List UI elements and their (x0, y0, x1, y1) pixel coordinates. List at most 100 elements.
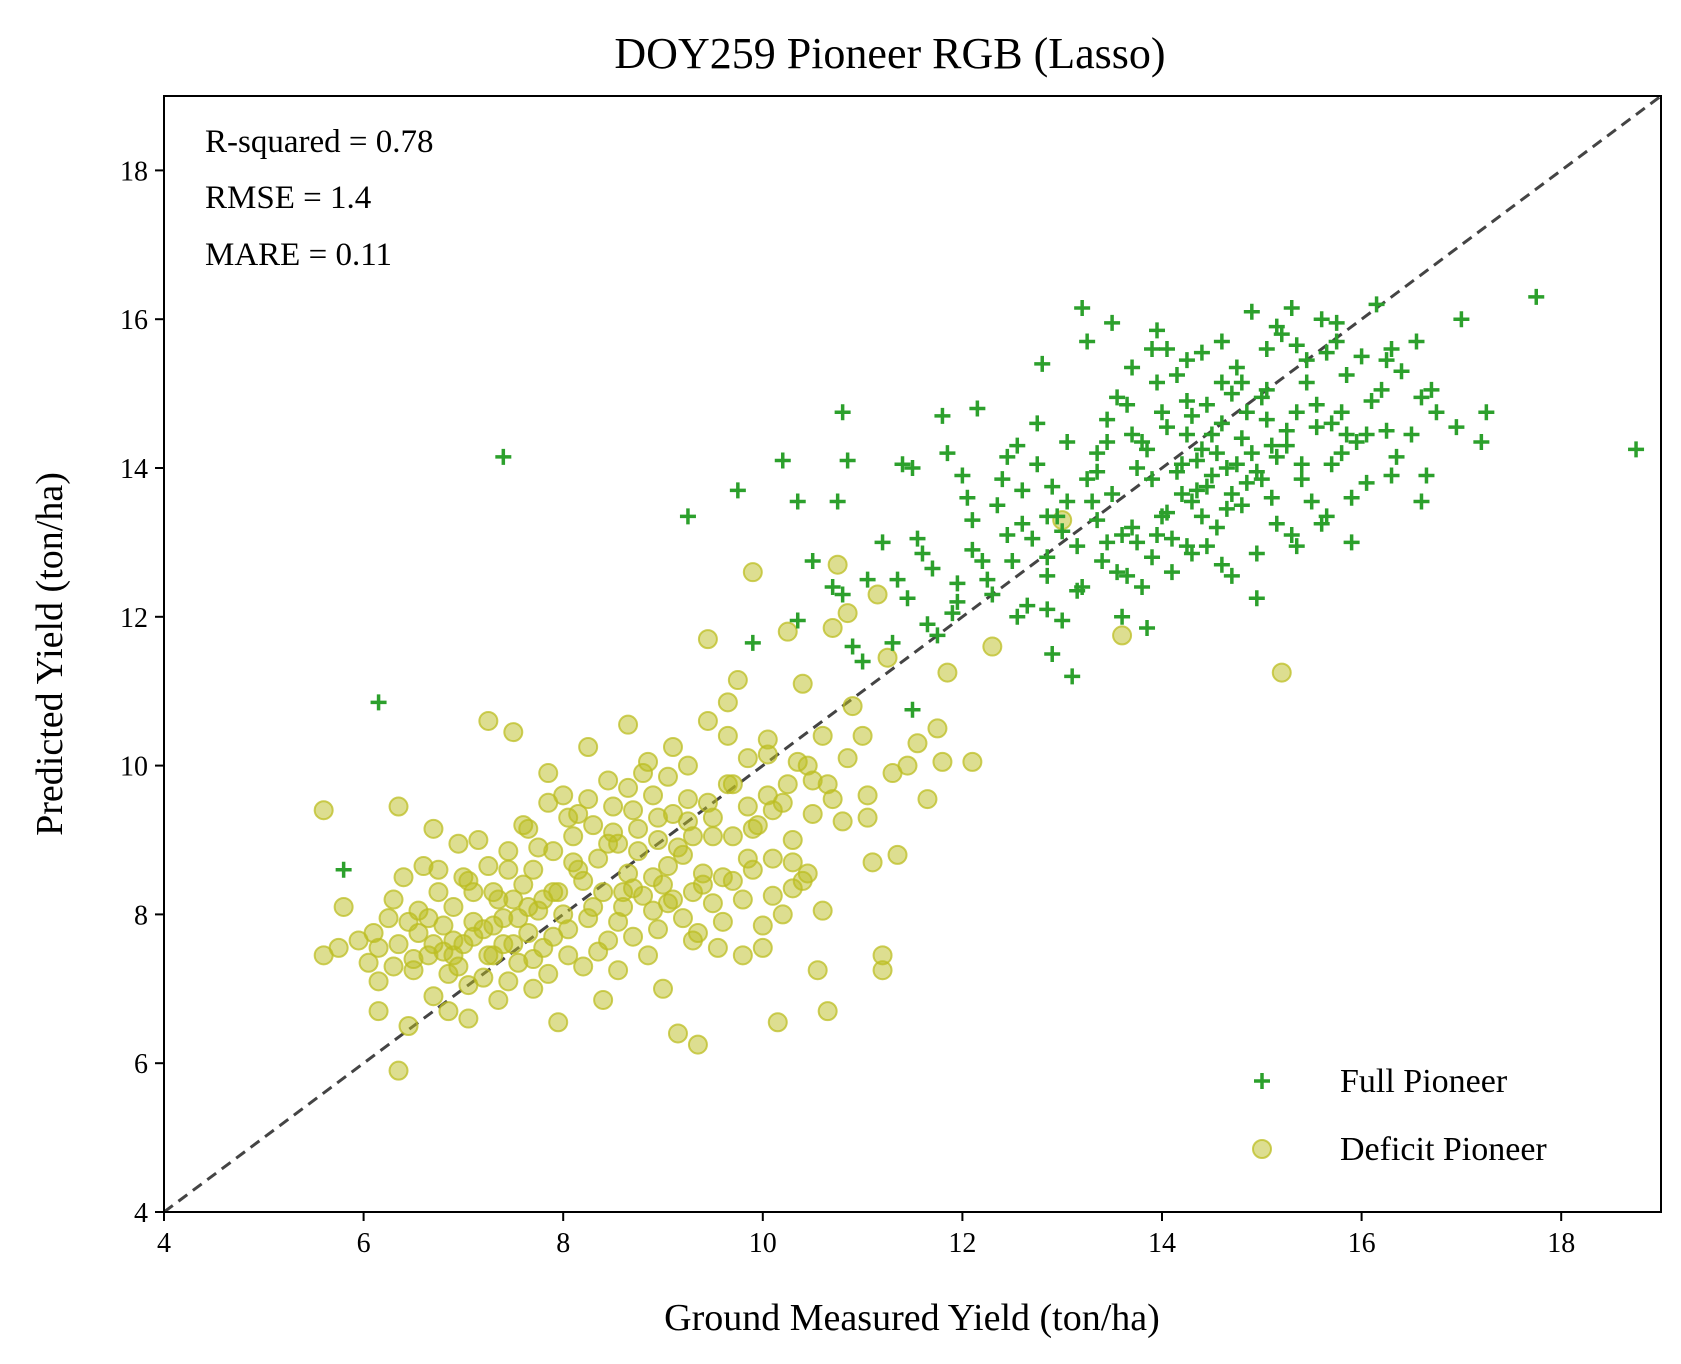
full-pioneer-point (1213, 415, 1230, 432)
deficit-pioneer-point (712, 911, 733, 932)
deficit-pioneer-point (737, 796, 758, 817)
full-pioneer-point (999, 526, 1016, 543)
deficit-pioneer-point (827, 554, 848, 575)
full-pioneer-point (1343, 534, 1360, 551)
full-pioneer-point (1089, 463, 1106, 480)
deficit-pioneer-point (662, 737, 683, 757)
deficit-pioneer-point (742, 562, 763, 583)
deficit-pioneer-point (687, 923, 708, 943)
deficit-pioneer-point (508, 908, 529, 929)
full-pioneer-point (1293, 456, 1310, 473)
deficit-pioneer-point (558, 945, 579, 966)
deficit-pioneer-point (618, 714, 639, 735)
full-pioneer-point (1054, 523, 1071, 540)
full-pioneer-point (1029, 456, 1046, 473)
full-pioneer-point (1288, 538, 1305, 555)
deficit-pioneer-point (623, 800, 644, 821)
full-pioneer-point (1353, 348, 1370, 365)
full-pioneer-point (1233, 497, 1250, 514)
full-pioneer-point (1258, 411, 1275, 428)
full-pioneer-point (1298, 352, 1315, 369)
rmse-annotation: RMSE = 1.4 (205, 180, 371, 216)
full-pioneer-point (1363, 393, 1380, 410)
full-pioneer-point (1034, 355, 1051, 372)
deficit-pioneer-point (792, 673, 813, 694)
deficit-pioneer-point (478, 856, 499, 877)
full-pioneer-point (964, 541, 981, 558)
deficit-pioneer-point (817, 774, 838, 795)
deficit-pioneer-point (653, 874, 673, 895)
full-pioneer-point (1628, 441, 1645, 458)
full-pioneer-point (1139, 619, 1156, 636)
deficit-pioneer-point (513, 874, 534, 895)
full-pioneer-point (1198, 478, 1215, 495)
deficit-pioneer-point (608, 960, 629, 981)
y-tick-label: 12 (120, 603, 148, 634)
deficit-pioneer-point (722, 870, 743, 891)
deficit-pioneer-point (543, 841, 564, 862)
deficit-pioneer-point (393, 867, 414, 888)
full-pioneer-point (859, 571, 876, 588)
full-pioneer-point (1183, 493, 1200, 510)
full-pioneer-point (1333, 445, 1350, 462)
deficit-pioneer-point (822, 617, 843, 638)
deficit-pioneer-point (448, 833, 469, 854)
full-pioneer-point (1408, 333, 1425, 350)
full-pioneer-point (1338, 426, 1355, 443)
full-pioneer-point (909, 530, 926, 547)
deficit-pioneer-point (423, 934, 444, 955)
deficit-pioneer-point (742, 818, 763, 839)
deficit-pioneer-point (388, 1060, 409, 1081)
x-tick-label: 6 (357, 1228, 371, 1259)
full-pioneer-point (1119, 567, 1136, 584)
deficit-pioneer-point (438, 1001, 459, 1022)
full-pioneer-point (1074, 300, 1091, 317)
full-pioneer-point (904, 701, 921, 718)
full-pioneer-point (1059, 433, 1076, 450)
deficit-pioneer-point (458, 870, 479, 891)
x-tick-label: 12 (948, 1228, 976, 1259)
deficit-pioneer-point (593, 989, 614, 1010)
full-pioneer-point (1178, 426, 1195, 443)
full-pioneer-point (1149, 374, 1166, 391)
deficit-pioneer-point (443, 896, 464, 917)
deficit-pioneer-point (782, 878, 803, 899)
full-pioneer-point (1383, 340, 1400, 357)
deficit-pioneer-point (717, 725, 738, 746)
full-pioneer-point (1198, 538, 1215, 555)
r-squared-annotation: R-squared = 0.78 (205, 124, 434, 160)
deficit-pioneer-point (742, 859, 763, 880)
full-pioneer-point (1009, 437, 1026, 454)
full-pioneer-point (1089, 512, 1106, 529)
full-pioneer-point (1039, 508, 1056, 525)
y-tick-label: 18 (120, 156, 148, 187)
deficit-pioneer-point (368, 1001, 389, 1022)
full-pioneer-point (1134, 433, 1151, 450)
full-pioneer-point (1039, 567, 1056, 584)
deficit-pioneer-point (697, 629, 718, 650)
deficit-pioneer-point (313, 800, 334, 821)
full-pioneer-point (1144, 340, 1161, 357)
deficit-pioneer-point (727, 670, 748, 691)
y-tick-label: 4 (134, 1198, 148, 1229)
deficit-pioneer-point (638, 751, 659, 772)
deficit-pioneer-point (423, 818, 444, 839)
full-pioneer-point (1263, 437, 1280, 454)
deficit-pioneer-point (692, 863, 713, 884)
full-pioneer-point (889, 571, 906, 588)
deficit-pioneer-point (633, 885, 654, 906)
full-pioneer-point (1119, 396, 1136, 413)
deficit-pioneer-point (368, 937, 389, 958)
deficit-pioneer-point (777, 774, 798, 795)
full-pioneer-point (1104, 486, 1121, 503)
full-pioneer-point (834, 404, 851, 421)
full-pioneer-point (1258, 340, 1275, 357)
full-pioneer-point (1208, 519, 1225, 536)
deficit-pioneer-point (433, 915, 454, 936)
full-pioneer-point (1253, 389, 1270, 406)
full-pioneer-point (1203, 467, 1220, 484)
deficit-pioneer-point (478, 710, 499, 731)
full-pioneer-point (1413, 389, 1430, 406)
deficit-pioneer-point (752, 937, 773, 958)
deficit-pioneer-point (757, 744, 778, 765)
